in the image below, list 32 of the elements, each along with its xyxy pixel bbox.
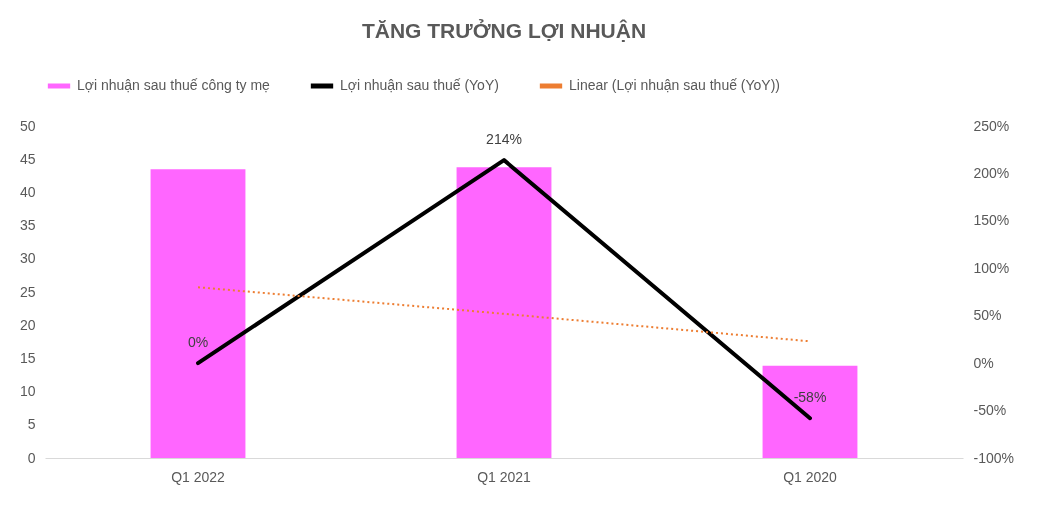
y2-tick-label: 150% <box>973 212 1010 229</box>
legend-label: Linear (Lợi nhuận sau thuế (YoY)) <box>569 77 781 93</box>
y2-tick-label: 200% <box>973 164 1010 181</box>
y-tick-label: 15 <box>19 349 36 366</box>
y-tick-label: 30 <box>19 250 36 267</box>
legend-label: Lợi nhuận sau thuế công ty mẹ <box>77 77 271 93</box>
y-tick-label: 20 <box>19 316 36 333</box>
data-label: 214% <box>486 131 522 148</box>
bar <box>456 167 552 458</box>
y-tick-label: 50 <box>19 117 36 134</box>
legend-label: Lợi nhuận sau thuế (YoY) <box>340 77 499 93</box>
data-label: -58% <box>793 389 827 406</box>
y2-tick-label: 0% <box>973 354 994 371</box>
y-tick-label: 35 <box>19 217 36 234</box>
y-tick-label: 25 <box>19 283 36 300</box>
bar <box>150 169 246 458</box>
y2-tick-label: -100% <box>973 449 1014 466</box>
y2-tick-label: 100% <box>973 259 1010 276</box>
y-tick-label: 0 <box>27 449 36 466</box>
x-tick-label: Q1 2022 <box>171 468 226 485</box>
y-tick-label: 45 <box>19 150 36 167</box>
x-tick-label: Q1 2021 <box>477 468 532 485</box>
data-label: 0% <box>187 334 209 351</box>
y2-tick-label: 250% <box>973 117 1010 134</box>
bar <box>762 365 858 458</box>
y-tick-label: 10 <box>19 383 36 400</box>
x-tick-label: Q1 2020 <box>783 468 838 485</box>
y-tick-label: 5 <box>27 416 36 433</box>
y-tick-label: 40 <box>19 183 36 200</box>
y2-tick-label: -50% <box>973 402 1007 419</box>
chart-title: TĂNG TRƯỞNG LỢI NHUẬN <box>361 19 647 42</box>
y2-tick-label: 50% <box>973 307 1002 324</box>
